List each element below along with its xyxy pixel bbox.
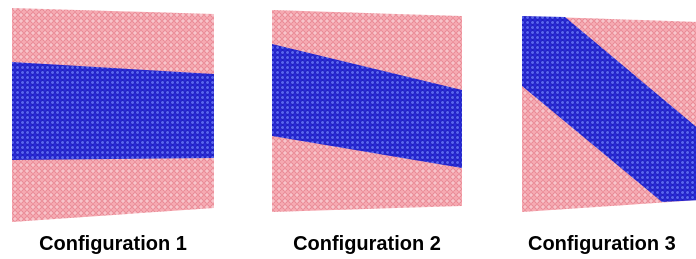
figure: Configuration 1 Configuration 2 Configur…	[0, 0, 696, 259]
panel-label: Configuration 1	[39, 233, 187, 255]
panel-3	[522, 16, 696, 212]
panel-label: Configuration 2	[293, 233, 441, 255]
blue-band	[12, 62, 214, 160]
panel-2	[272, 10, 462, 212]
panel-label: Configuration 3	[528, 233, 676, 255]
panel-1	[12, 8, 214, 222]
page: Configuration 1 Configuration 2 Configur…	[0, 0, 696, 259]
